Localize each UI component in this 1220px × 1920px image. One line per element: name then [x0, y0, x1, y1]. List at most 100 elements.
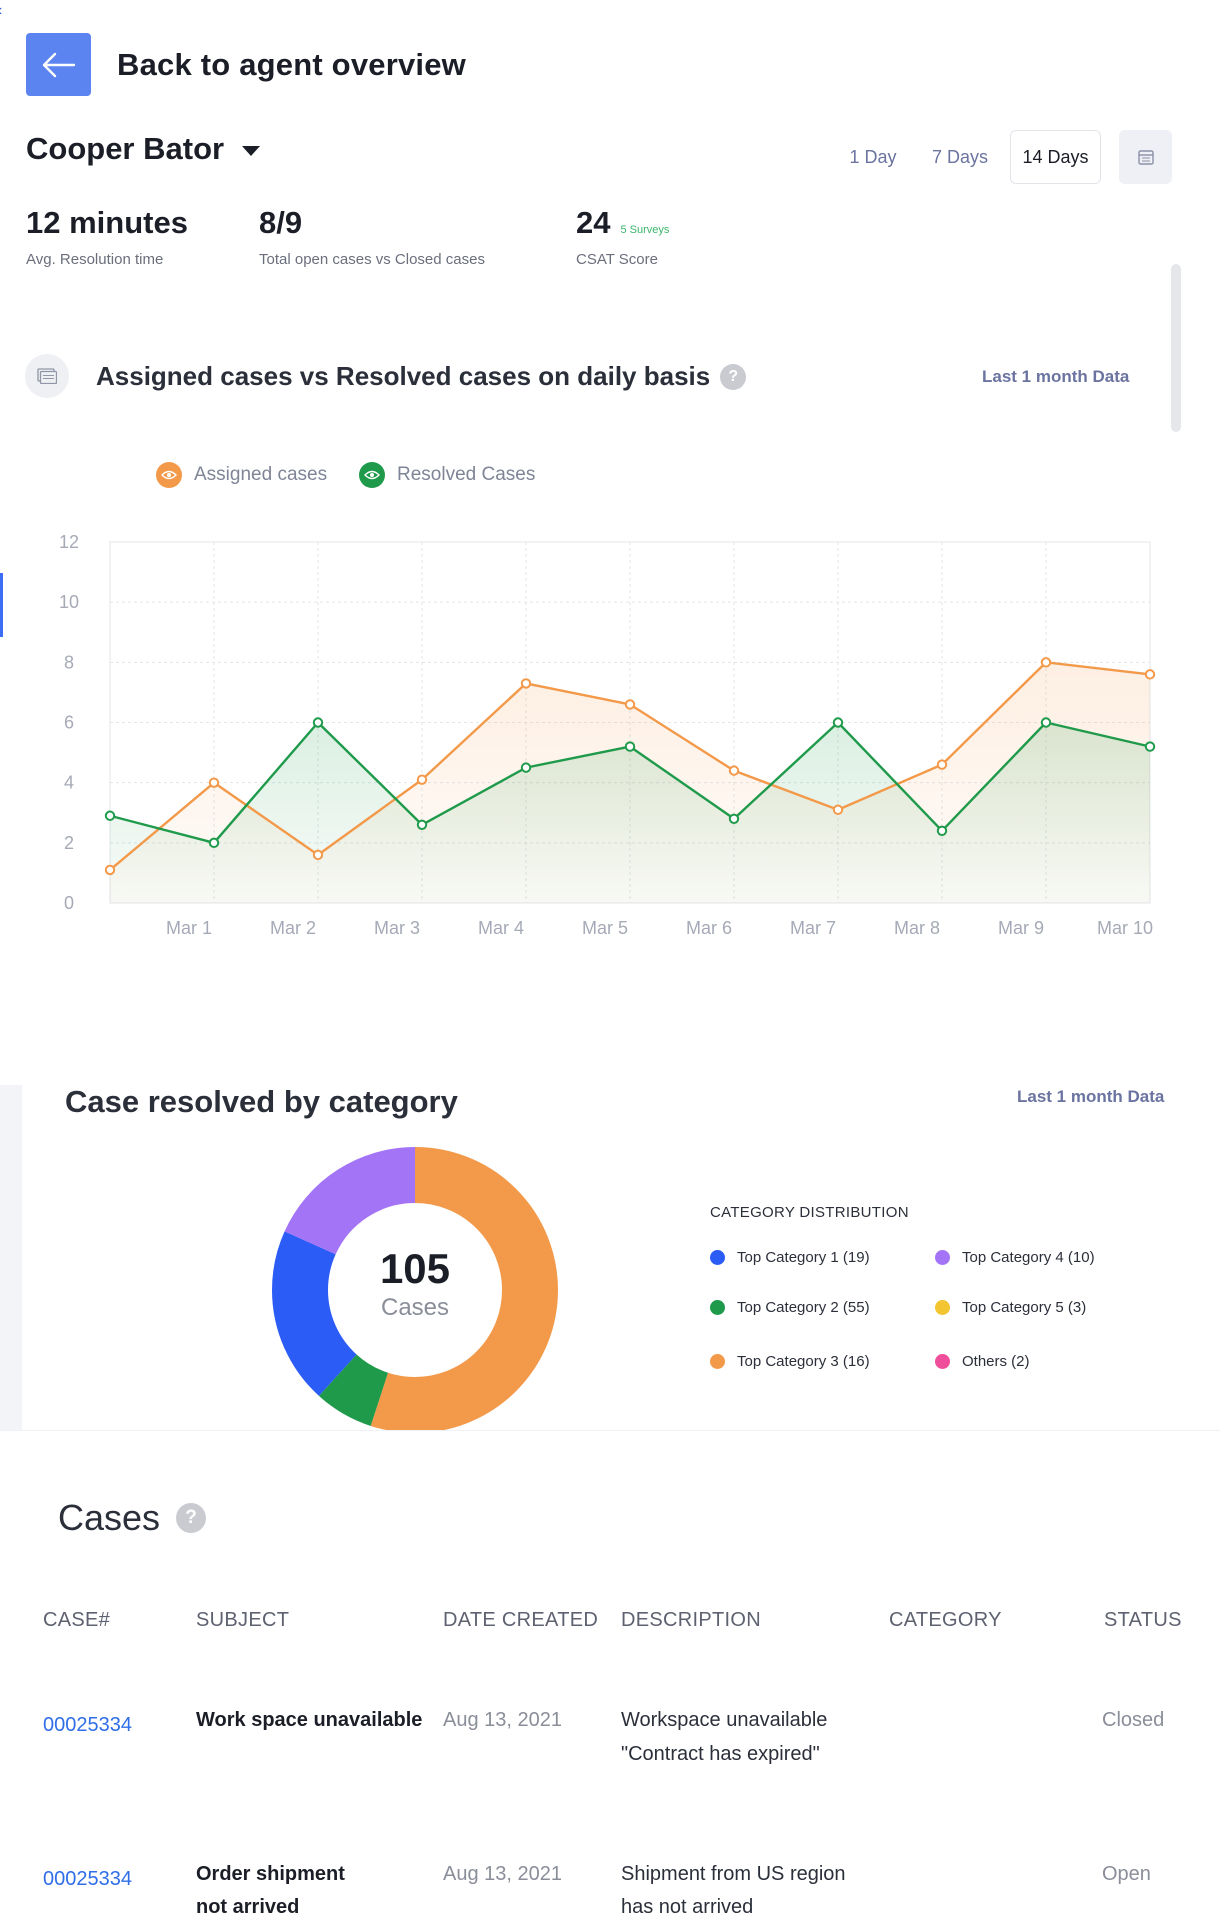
data-point	[104, 810, 116, 821]
distribution-item[interactable]: Top Category 5 (3)	[935, 1299, 1086, 1316]
data-point	[1040, 657, 1052, 668]
case-description-line1: Shipment from US region	[621, 1863, 846, 1885]
legend-resolved[interactable]: Resolved Cases	[359, 462, 535, 488]
y-tick-label: 6	[64, 713, 74, 733]
data-point	[624, 699, 636, 710]
series-area	[110, 722, 1150, 903]
col-date-created[interactable]: DATE CREATED	[443, 1609, 599, 1631]
data-point	[416, 774, 428, 785]
kpi-label: CSAT Score	[576, 251, 658, 268]
col-description[interactable]: DESCRIPTION	[621, 1609, 761, 1631]
data-point	[832, 717, 844, 728]
donut-total-label: Cases	[380, 1294, 450, 1321]
distribution-item[interactable]: Others (2)	[935, 1353, 1030, 1370]
caret-down-icon	[242, 146, 261, 156]
data-point	[416, 819, 428, 830]
case-description-line2: "Contract has expired"	[621, 1743, 820, 1765]
case-date: Aug 13, 2021	[443, 1863, 562, 1885]
back-button[interactable]	[26, 33, 91, 96]
case-status: Open	[1102, 1863, 1151, 1885]
help-icon[interactable]: ?	[720, 363, 747, 390]
data-point	[1144, 741, 1156, 752]
tab-14-days[interactable]: 14 Days	[1010, 130, 1101, 184]
col-subject[interactable]: SUBJECT	[196, 1609, 290, 1631]
category-chart-period[interactable]: Last 1 month Data	[1017, 1087, 1165, 1106]
legend-assigned[interactable]: Assigned cases	[156, 462, 327, 488]
kpi-csat: 24 5 Surveys CSAT Score	[576, 205, 669, 268]
data-point	[312, 717, 324, 728]
kpi-resolution-time: 12 minutes Avg. Resolution time	[26, 205, 188, 268]
data-point	[1040, 717, 1052, 728]
donut-center: 105 Cases	[345, 1248, 485, 1322]
tab-7-days[interactable]: 7 Days	[931, 146, 989, 167]
kpi-label: Total open cases vs Closed cases	[259, 251, 485, 268]
case-description-line1: Workspace unavailable	[621, 1709, 828, 1731]
data-point	[208, 777, 220, 788]
distribution-dot	[935, 1300, 950, 1315]
distribution-dot	[710, 1300, 725, 1315]
data-point	[728, 813, 740, 824]
x-tick-label: Mar 1	[166, 918, 212, 938]
help-icon[interactable]: ?	[176, 1503, 207, 1533]
col-status[interactable]: STATUS	[1104, 1609, 1182, 1631]
col-category[interactable]: CATEGORY	[889, 1609, 1002, 1631]
data-point	[104, 864, 116, 876]
y-tick-label: 4	[64, 773, 74, 793]
col-case[interactable]: CASE#	[43, 1609, 111, 1631]
data-point	[1144, 669, 1156, 680]
distribution-item[interactable]: Top Category 2 (55)	[710, 1299, 870, 1316]
x-tick-label: Mar 9	[998, 918, 1044, 938]
case-number-link[interactable]: 00025334	[43, 1714, 132, 1736]
line-chart-title-text: Assigned cases vs Resolved cases on dail…	[96, 361, 711, 391]
distribution-label: Top Category 3 (16)	[737, 1353, 870, 1370]
calendar-button[interactable]	[1119, 130, 1172, 184]
y-tick-label: 8	[64, 652, 74, 672]
category-chart-title: Case resolved by category	[65, 1084, 458, 1119]
line-chart: 0 2 4 6 8 10 12 Mar 1 Mar 2 Mar 3 Mar 4 Mar 5 Mar 6 M…	[59, 532, 1156, 938]
data-point	[728, 765, 740, 776]
line-chart-period[interactable]: Last 1 month Data	[982, 367, 1130, 386]
x-tick-label: Mar 4	[478, 918, 524, 938]
distribution-item[interactable]: Top Category 4 (10)	[935, 1249, 1095, 1266]
case-subject: Work space unavailable	[196, 1709, 423, 1731]
legend-label: Resolved Cases	[397, 464, 536, 485]
calendar-icon	[1137, 150, 1154, 165]
kpi-open-vs-closed: 8/9 Total open cases vs Closed cases	[259, 205, 485, 268]
x-tick-label: Mar 8	[894, 918, 940, 938]
page-title: Back to agent overview	[117, 47, 466, 82]
y-tick-label: 0	[64, 893, 74, 913]
kpi-label: Avg. Resolution time	[26, 251, 164, 268]
case-number-link[interactable]: 00025334	[43, 1868, 132, 1890]
distribution-label: Top Category 5 (3)	[962, 1299, 1087, 1316]
data-point	[936, 825, 948, 836]
data-point	[832, 804, 844, 815]
side-panel-shade	[0, 1085, 22, 1430]
cases-title-text: Cases	[58, 1497, 161, 1538]
x-tick-label: Mar 10	[1097, 918, 1153, 938]
kpi-surveys: 5 Surveys	[620, 224, 670, 236]
distribution-label: Others (2)	[962, 1353, 1030, 1370]
kpi-value: 12 minutes	[26, 205, 188, 240]
data-point	[520, 762, 532, 773]
x-tick-label: Mar 2	[270, 918, 316, 938]
scrollbar[interactable]	[1171, 264, 1181, 432]
x-tick-label: Mar 3	[374, 918, 420, 938]
tab-1-day[interactable]: 1 Day	[849, 146, 897, 167]
distribution-title: CATEGORY DISTRIBUTION	[710, 1204, 909, 1221]
data-point	[208, 837, 220, 849]
distribution-dot	[710, 1354, 725, 1369]
donut-slice	[272, 1147, 558, 1433]
kpi-value: 8/9	[259, 205, 303, 240]
distribution-item[interactable]: Top Category 3 (16)	[710, 1353, 870, 1370]
cases-title: Cases ?	[58, 1497, 207, 1539]
arrow-left-icon	[42, 52, 75, 77]
distribution-item[interactable]: Top Category 1 (19)	[710, 1249, 870, 1266]
collapse-chevron-icon[interactable]: ‹	[0, 2, 2, 20]
data-point	[936, 759, 948, 770]
y-tick-label: 2	[64, 833, 74, 853]
data-point	[624, 741, 636, 752]
x-tick-label: Mar 5	[582, 918, 628, 938]
line-chart-title: Assigned cases vs Resolved cases on dail…	[96, 361, 747, 392]
case-subject-line2: not arrived	[196, 1896, 300, 1918]
agent-selector[interactable]: Cooper Bator	[26, 131, 261, 167]
